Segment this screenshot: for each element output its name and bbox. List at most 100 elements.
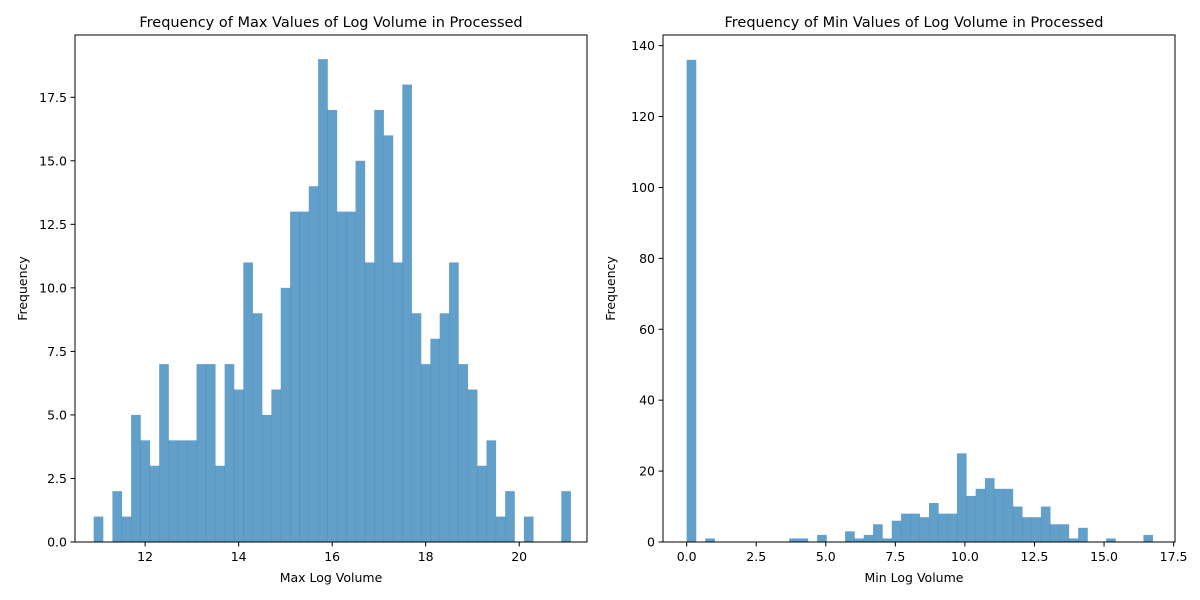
- x-tick-label: 14: [231, 549, 247, 564]
- histogram-bar: [789, 538, 799, 542]
- histogram-bar: [346, 211, 356, 542]
- x-tick-label: 18: [418, 549, 434, 564]
- y-tick-label: 20: [639, 464, 655, 479]
- histogram-bar: [187, 440, 197, 542]
- histogram-bar: [854, 538, 865, 542]
- histogram-bar: [233, 389, 244, 542]
- histogram-bar: [873, 524, 883, 542]
- histogram-bar: [252, 313, 263, 542]
- histogram-bar: [919, 517, 930, 542]
- histogram-bar: [891, 520, 902, 542]
- histogram-bar: [863, 534, 874, 542]
- histogram-bar: [383, 135, 394, 542]
- x-tick-label: 7.5: [885, 549, 905, 564]
- histogram-bar: [1031, 517, 1042, 542]
- histogram-bar: [956, 453, 967, 542]
- histogram-bar: [1078, 527, 1088, 542]
- chart-title: Frequency of Max Values of Log Volume in…: [139, 15, 522, 31]
- histogram-bar: [196, 364, 207, 542]
- histogram-bar: [215, 465, 225, 542]
- histogram-bar: [486, 440, 497, 542]
- histogram-bar: [290, 211, 300, 542]
- histogram-bar: [966, 495, 976, 542]
- histogram-bar: [505, 491, 515, 542]
- histogram-bar: [140, 440, 151, 542]
- histogram-bar: [355, 160, 366, 543]
- histogram-bar: [177, 440, 188, 542]
- chart-title: Frequency of Min Values of Log Volume in…: [724, 15, 1103, 31]
- histogram-bar: [561, 491, 571, 542]
- histogram-bar: [1059, 524, 1070, 542]
- histogram-bar: [458, 364, 469, 542]
- histogram-bar: [364, 262, 375, 542]
- histogram-bar: [327, 109, 338, 542]
- x-tick-label: 17.5: [1160, 549, 1188, 564]
- y-tick-label: 0.0: [47, 535, 67, 550]
- histogram-bar: [112, 491, 123, 542]
- histogram-bar: [845, 531, 855, 542]
- y-axis-ticks: 0 20 40 60 80 100 120 140: [631, 38, 663, 550]
- histogram-bar: [817, 534, 827, 542]
- y-tick-label: 80: [639, 251, 655, 266]
- y-tick-label: 10.0: [39, 280, 67, 295]
- histogram-bar: [467, 389, 478, 542]
- y-tick-label: 100: [631, 180, 655, 195]
- y-tick-label: 12.5: [39, 217, 67, 232]
- x-axis-ticks: 12 14 16 18 20: [137, 542, 527, 564]
- y-tick-label: 15.0: [39, 153, 67, 168]
- histogram-bar: [798, 538, 809, 542]
- y-axis-label: Frequency: [603, 256, 618, 321]
- histogram-bar: [901, 513, 911, 542]
- y-tick-label: 2.5: [47, 471, 67, 486]
- histogram-bar: [1106, 538, 1116, 542]
- y-axis-label: Frequency: [15, 256, 30, 321]
- histogram-bar: [1040, 506, 1051, 542]
- histogram-bar: [705, 538, 715, 542]
- histogram-bar: [975, 488, 986, 542]
- histogram-bar: [994, 488, 1004, 542]
- histogram-bar: [402, 84, 412, 542]
- histogram-bar: [205, 364, 216, 542]
- y-tick-label: 0: [647, 535, 655, 550]
- histogram-bar: [947, 513, 958, 542]
- x-tick-label: 12: [137, 549, 153, 564]
- histogram-bar: [477, 465, 487, 542]
- histogram-bars: [686, 59, 1154, 542]
- histogram-bar: [159, 364, 169, 542]
- histogram-bar: [430, 338, 441, 542]
- x-tick-label: 12.5: [1021, 549, 1049, 564]
- histogram-bar: [882, 538, 893, 542]
- x-tick-label: 2.5: [746, 549, 766, 564]
- histogram-bar: [131, 414, 141, 542]
- y-tick-label: 40: [639, 393, 655, 408]
- histogram-bar: [243, 262, 253, 542]
- histogram-bar: [271, 389, 282, 542]
- histogram-bar: [121, 516, 132, 542]
- histogram-bar: [262, 414, 272, 542]
- y-tick-label: 5.0: [47, 407, 67, 422]
- min-log-volume-histogram: 0.0 2.5 5.0 7.5 10.0 12.5 15.0 17.5 0 20 40 60 80 10…: [603, 15, 1188, 585]
- histogram-bar: [1050, 524, 1060, 542]
- histogram-bar: [280, 287, 291, 542]
- y-tick-label: 120: [631, 109, 655, 124]
- histogram-bar: [93, 516, 104, 542]
- axes-frame: [662, 34, 1176, 543]
- histogram-bar: [336, 211, 347, 542]
- histogram-bar: [308, 186, 319, 542]
- y-tick-label: 7.5: [47, 344, 67, 359]
- histogram-bars: [93, 59, 571, 543]
- histogram-bar: [449, 262, 459, 542]
- y-tick-label: 140: [631, 38, 655, 53]
- x-axis-label: Max Log Volume: [280, 570, 383, 585]
- histogram-bar: [1143, 534, 1154, 542]
- histogram-bar: [439, 313, 450, 542]
- x-tick-label: 20: [511, 549, 527, 564]
- max-log-volume-histogram: 12 14 16 18 20 0.02.55.07.510.012.515.017.5 …: [15, 15, 588, 585]
- x-axis-ticks: 0.0 2.5 5.0 7.5 10.0 12.5 15.0 17.5: [677, 542, 1188, 564]
- histogram-bar: [910, 513, 920, 542]
- x-tick-label: 0.0: [677, 549, 697, 564]
- x-tick-label: 16: [324, 549, 340, 564]
- y-tick-label: 60: [639, 322, 655, 337]
- histogram-bar: [411, 313, 422, 542]
